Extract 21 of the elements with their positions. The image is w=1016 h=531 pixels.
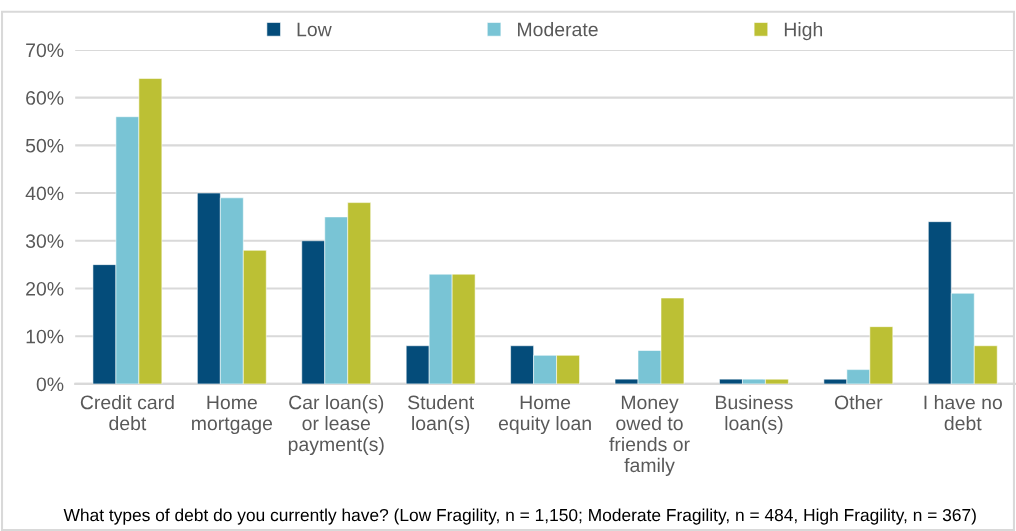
y-tick-label: 0% <box>36 377 64 392</box>
y-tick-label: 40% <box>25 186 64 201</box>
x-tick-label: Money owed to friends or family <box>609 395 690 476</box>
y-tick-label: 10% <box>26 329 64 344</box>
y-tick-label: 70% <box>26 43 64 58</box>
x-tick-label: Home equity loan <box>498 395 591 435</box>
x-tick-label: Credit card debt <box>80 395 174 431</box>
y-tick-label: 20% <box>26 281 64 296</box>
legend-label: High <box>784 22 823 41</box>
text: What types of debt do you currently have? (Low Fragility, n = 1,150; Moderate Fragility, n = 484, High Fragility, n = 367) <box>63 508 976 525</box>
x-tick-label: Other <box>834 395 883 410</box>
x-tick-label: Car loan(s) or lease payment(s) <box>288 395 384 456</box>
legend-label: Moderate <box>518 22 598 37</box>
x-tick-label: Business loan(s) <box>716 395 793 435</box>
legend-label: Low <box>297 22 332 37</box>
y-tick-label: 60% <box>26 91 64 105</box>
y-tick-label: 30% <box>25 234 64 249</box>
y-tick-label: 50% <box>25 138 64 153</box>
x-tick-label: Home mortgage <box>192 395 273 435</box>
x-tick-label: Student loan(s) <box>408 395 475 435</box>
x-tick-label: I have no debt <box>924 395 1002 431</box>
